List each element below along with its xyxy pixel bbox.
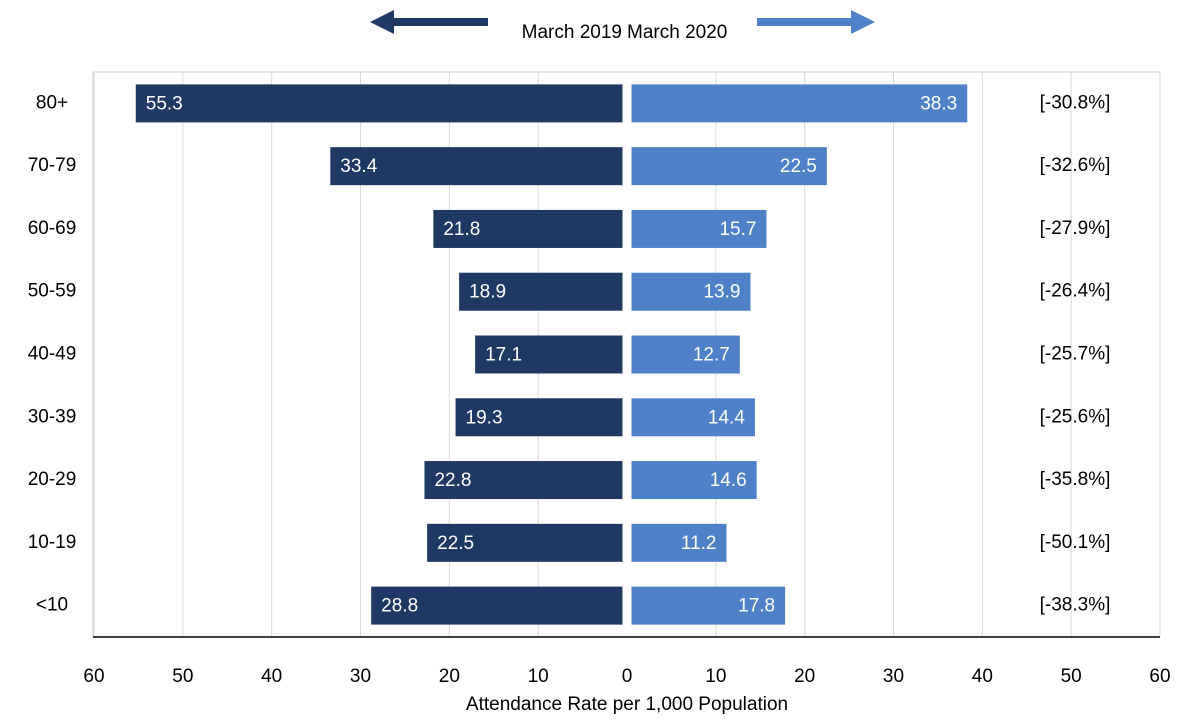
bar <box>631 523 727 562</box>
x-tick-label: 30 <box>883 666 904 687</box>
value-label: 33.4 <box>340 156 377 177</box>
change-annotation: [-26.4%] <box>1040 281 1111 302</box>
bar <box>475 335 623 374</box>
value-label: 14.4 <box>708 407 745 428</box>
x-tick-label: 50 <box>1061 666 1082 687</box>
change-annotation: [-38.3%] <box>1040 595 1111 616</box>
y-tick-label: 10-19 <box>28 532 77 553</box>
value-label: 12.7 <box>693 345 730 366</box>
y-tick-label: 30-39 <box>28 406 77 427</box>
x-axis-label: Attendance Rate per 1,000 Population <box>466 694 788 715</box>
x-tick-label: 60 <box>1149 666 1170 687</box>
plot-frame <box>92 71 1161 638</box>
bar <box>135 84 623 123</box>
legend-label: March 2020 <box>627 22 727 43</box>
x-tick-label: 10 <box>705 666 726 687</box>
bar <box>455 398 623 437</box>
legend-label: March 2019 <box>522 22 622 43</box>
bar <box>631 461 757 500</box>
value-label: 22.5 <box>437 533 474 554</box>
x-tick-label: 30 <box>350 666 371 687</box>
legend-arrow <box>370 10 488 34</box>
bar <box>631 147 827 186</box>
y-tick-label: 80+ <box>36 92 68 113</box>
value-label: 15.7 <box>719 219 756 240</box>
change-annotation: [-27.9%] <box>1040 218 1111 239</box>
value-label: 13.9 <box>703 282 740 303</box>
bar <box>427 523 623 562</box>
x-tick-label: 50 <box>172 666 193 687</box>
value-label: 21.8 <box>443 219 480 240</box>
bar <box>371 586 623 625</box>
change-annotation: [-25.6%] <box>1040 406 1111 427</box>
bar <box>631 209 767 248</box>
value-label: 11.2 <box>681 533 717 554</box>
x-tick-label: 20 <box>794 666 815 687</box>
value-label: 28.8 <box>381 596 418 617</box>
value-label: 14.6 <box>710 470 747 491</box>
value-label: 19.3 <box>466 407 503 428</box>
change-annotation: [-30.8%] <box>1040 92 1111 113</box>
y-tick-label: 60-69 <box>28 218 77 239</box>
change-annotation: [-32.6%] <box>1040 155 1111 176</box>
bar <box>631 84 968 123</box>
value-label: 18.9 <box>469 282 506 303</box>
change-annotation: [-35.8%] <box>1040 469 1111 490</box>
bar <box>631 398 755 437</box>
change-annotation: [-50.1%] <box>1040 532 1111 553</box>
y-tick-label: 50-59 <box>28 281 77 302</box>
value-label: 22.8 <box>434 470 471 491</box>
y-tick-label: 70-79 <box>28 155 77 176</box>
y-tick-label: 20-29 <box>28 469 77 490</box>
y-tick-label: 40-49 <box>28 344 77 365</box>
value-label: 55.3 <box>146 93 183 114</box>
x-tick-label: 40 <box>261 666 282 687</box>
value-label: 17.1 <box>485 345 522 366</box>
x-tick-label: 10 <box>528 666 549 687</box>
value-label: 22.5 <box>780 156 817 177</box>
bar <box>631 272 751 311</box>
change-annotation: [-25.7%] <box>1040 344 1111 365</box>
x-tick-label: 40 <box>972 666 993 687</box>
bar <box>330 147 623 186</box>
bar <box>631 335 740 374</box>
x-tick-label: 20 <box>439 666 460 687</box>
value-label: 38.3 <box>920 93 957 114</box>
bar <box>433 209 623 248</box>
x-tick-label: 0 <box>622 666 633 687</box>
bar <box>459 272 623 311</box>
y-tick-label: <10 <box>36 595 68 616</box>
legend-arrow <box>757 10 875 34</box>
value-label: 17.8 <box>738 596 775 617</box>
bar <box>631 586 786 625</box>
bar <box>424 461 623 500</box>
x-tick-label: 60 <box>83 666 104 687</box>
